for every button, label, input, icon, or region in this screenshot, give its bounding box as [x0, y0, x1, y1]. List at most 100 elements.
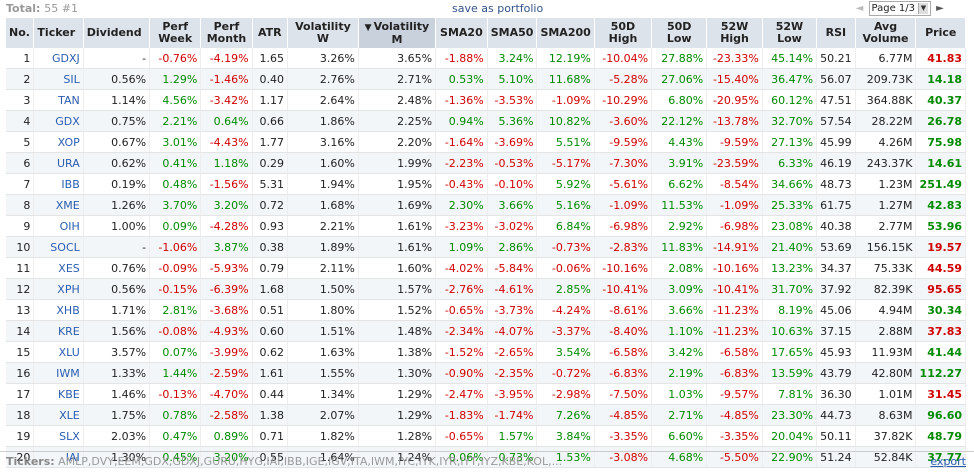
table-row[interactable]: 19 SLX 2.03% 0.47% 0.89% 0.71 1.82% 1.28% -0.65%…	[6, 425, 966, 447]
cell-sma20: -0.43%	[435, 173, 488, 195]
cell-50d-low: 3.42%	[651, 341, 708, 363]
cell-price: 44.59	[915, 257, 966, 279]
next-page-arrow-icon[interactable]: ►	[936, 3, 944, 14]
column-header-ticker[interactable]: Ticker	[33, 18, 84, 48]
cell-ticker[interactable]: XLE	[33, 404, 84, 426]
cell-52w-low: 23.30%	[762, 404, 818, 426]
cell-50d-high: -7.50%	[594, 383, 653, 405]
cell-50d-low: 1.10%	[651, 320, 708, 342]
cell-52w-high: -23.33%	[706, 48, 763, 69]
cell-ticker[interactable]: KBE	[33, 383, 84, 405]
cell-50d-low: 1.03%	[651, 383, 708, 405]
cell-ticker[interactable]: OIH	[33, 215, 84, 237]
column-header-perf-week[interactable]: Perf Week	[149, 18, 202, 48]
cell-ticker[interactable]: GDXJ	[33, 48, 84, 69]
top-bar: Total: 55 #1 save as portfolio ◄ Page 1/…	[0, 0, 974, 17]
cell-perf-month: 1.18%	[200, 152, 253, 174]
table-row[interactable]: 8 XME 1.26% 3.70% 3.20% 0.72 1.68% 1.69% 2.30% 3.…	[6, 194, 966, 216]
column-header-sma50[interactable]: SMA50	[487, 18, 538, 48]
cell-rsi: 47.51	[816, 89, 856, 111]
cell-ticker[interactable]: IBB	[33, 173, 84, 195]
table-row[interactable]: 7 IBB 0.19% 0.48% -1.56% 5.31 1.94% 1.95% -0.43%…	[6, 173, 966, 195]
cell-volatility-m: 1.99%	[358, 152, 437, 174]
cell-ticker[interactable]: GDX	[33, 110, 84, 132]
column-header-no[interactable]: No.	[6, 18, 35, 48]
cell-sma50: -3.02%	[487, 215, 538, 237]
table-row[interactable]: 11 XES 0.76% -0.09% -5.93% 0.79 2.11% 1.60% -4.0…	[6, 257, 966, 279]
table-row[interactable]: 5 XOP 0.67% 3.01% -4.43% 1.77 3.16% 2.20% -1.64%…	[6, 131, 966, 153]
cell-ticker[interactable]: XPH	[33, 278, 84, 300]
column-header-avg-volume[interactable]: Avg Volume	[855, 18, 917, 48]
cell-ticker[interactable]: URA	[33, 152, 84, 174]
column-header-perf-month[interactable]: Perf Month	[200, 18, 253, 48]
table-row[interactable]: 15 XLU 3.57% 0.07% -3.99% 0.62 1.63% 1.38% -1.52…	[6, 341, 966, 363]
column-header-52w-low[interactable]: 52W Low	[762, 18, 818, 48]
column-header-sma20[interactable]: SMA20	[435, 18, 488, 48]
page-select[interactable]: Page 1/3 ▼	[868, 1, 931, 16]
cell-price: 251.49	[915, 173, 966, 195]
export-link[interactable]: export	[930, 455, 966, 468]
cell-perf-week: -0.15%	[149, 278, 202, 300]
column-header-sma200[interactable]: SMA200	[536, 18, 595, 48]
table-row[interactable]: 16 IWM 1.33% 1.44% -2.59% 1.61 1.55% 1.30% -0.90…	[6, 362, 966, 384]
table-row[interactable]: 10 SOCL - -1.06% 3.87% 0.38 1.89% 1.61% 1.09% 2.8…	[6, 236, 966, 258]
total-count: Total: 55 #1	[6, 2, 78, 15]
cell-sma50: -0.53%	[487, 152, 538, 174]
table-row[interactable]: 9 OIH 1.00% 0.09% -4.28% 0.93 2.21% 1.61% -3.23%…	[6, 215, 966, 237]
cell-sma20: -1.88%	[435, 48, 488, 69]
cell-ticker[interactable]: SIL	[33, 68, 84, 90]
cell-50d-high: -2.83%	[594, 236, 653, 258]
cell-ticker[interactable]: SLX	[33, 425, 84, 447]
table-row[interactable]: 14 KRE 1.56% -0.08% -4.93% 0.60 1.51% 1.48% -2.3…	[6, 320, 966, 342]
table-row[interactable]: 17 KBE 1.46% -0.13% -4.70% 0.44 1.34% 1.29% -2.4…	[6, 383, 966, 405]
column-header-price[interactable]: Price	[915, 18, 966, 48]
cell-ticker[interactable]: XOP	[33, 131, 84, 153]
table-row[interactable]: 12 XPH 0.56% -0.15% -6.39% 1.68 1.50% 1.57% -2.7…	[6, 278, 966, 300]
cell-ticker[interactable]: XHB	[33, 299, 84, 321]
table-row[interactable]: 6 URA 0.62% 0.41% 1.18% 0.29 1.60% 1.99% -2.23% -…	[6, 152, 966, 174]
table-row[interactable]: 1 GDXJ - -0.76% -4.19% 1.65 3.26% 3.65% -1.88% 3.…	[6, 48, 966, 69]
cell-ticker[interactable]: TAN	[33, 89, 84, 111]
cell-no: 6	[6, 152, 35, 174]
cell-perf-week: 1.44%	[149, 362, 202, 384]
column-header-atr[interactable]: ATR	[252, 18, 289, 48]
cell-rsi: 37.15	[816, 320, 856, 342]
cell-perf-month: -4.43%	[200, 131, 253, 153]
pager: ◄ Page 1/3 ▼ ►	[854, 1, 946, 16]
cell-rsi: 40.38	[816, 215, 856, 237]
cell-ticker[interactable]: KRE	[33, 320, 84, 342]
save-as-portfolio-link[interactable]: save as portfolio	[452, 2, 544, 15]
table-row[interactable]: 4 GDX 0.75% 2.21% 0.64% 0.66 1.86% 2.25% 0.94% 5.…	[6, 110, 966, 132]
column-header-50d-low[interactable]: 50D Low	[651, 18, 708, 48]
table-row[interactable]: 13 XHB 1.71% 2.81% -3.68% 0.51 1.80% 1.52% -0.65…	[6, 299, 966, 321]
cell-volatility-m: 3.65%	[358, 48, 437, 69]
cell-rsi: 61.75	[816, 194, 856, 216]
cell-ticker[interactable]: XES	[33, 257, 84, 279]
table-row[interactable]: 3 TAN 1.14% 4.56% -3.42% 1.17 2.64% 2.48% -1.36%…	[6, 89, 966, 111]
cell-ticker[interactable]: XME	[33, 194, 84, 216]
column-header-50d-high[interactable]: 50D High	[594, 18, 653, 48]
cell-sma50: -5.84%	[487, 257, 538, 279]
cell-perf-week: 3.01%	[149, 131, 202, 153]
table-row[interactable]: 18 XLE 1.75% 0.78% -2.58% 1.38 2.07% 1.29% -1.83…	[6, 404, 966, 426]
cell-price: 14.18	[915, 68, 966, 90]
column-header-volatility-m[interactable]: ▼ Volatility M	[358, 18, 437, 48]
cell-sma200: 10.82%	[536, 110, 595, 132]
column-header-dividend[interactable]: Dividend	[83, 18, 151, 48]
column-header-rsi[interactable]: RSI	[816, 18, 856, 48]
cell-50d-high: -5.28%	[594, 68, 653, 90]
cell-ticker[interactable]: XLU	[33, 341, 84, 363]
table-row[interactable]: 2 SIL 0.56% 1.29% -1.46% 0.40 2.76% 2.71% 0.53% 5…	[6, 68, 966, 90]
cell-dividend: 0.76%	[83, 257, 151, 279]
column-header-52w-high[interactable]: 52W High	[706, 18, 763, 48]
footer-bar: Tickers: AMLP,DVY,EEM,GDX,GDXJ,GURU,HYG,…	[0, 451, 974, 473]
cell-52w-low: 32.70%	[762, 110, 818, 132]
cell-sma200: -1.09%	[536, 89, 595, 111]
cell-ticker[interactable]: SOCL	[33, 236, 84, 258]
cell-perf-week: -0.08%	[149, 320, 202, 342]
cell-perf-month: -1.46%	[200, 68, 253, 90]
column-header-volatility-w[interactable]: Volatility W	[287, 18, 359, 48]
cell-avg-volume: 42.80M	[855, 362, 917, 384]
prev-page-arrow-icon[interactable]: ◄	[855, 3, 864, 14]
cell-ticker[interactable]: IWM	[33, 362, 84, 384]
